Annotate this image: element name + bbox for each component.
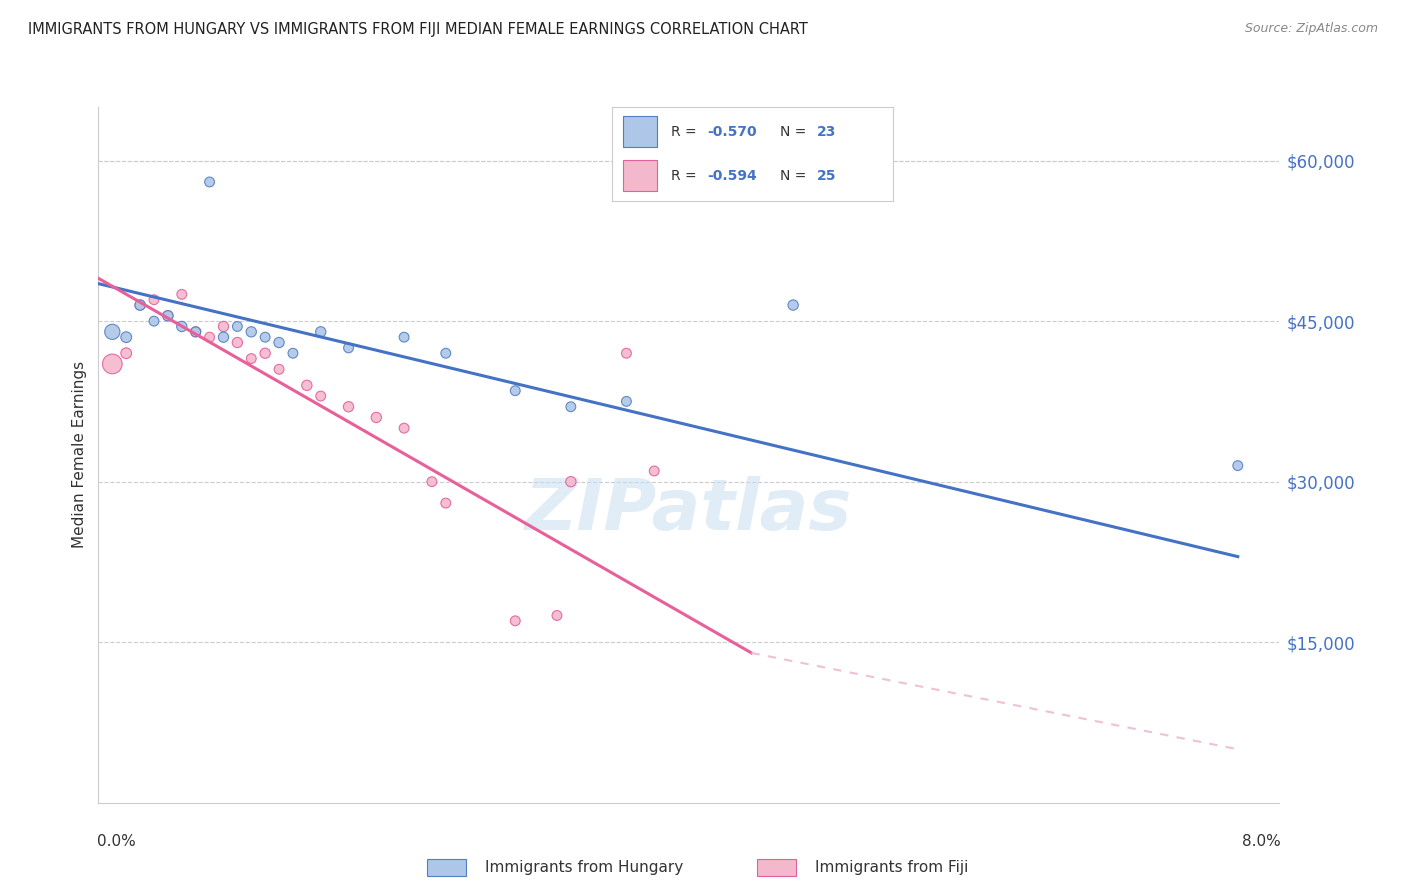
Point	[115, 330, 138, 344]
Point	[503, 384, 526, 398]
Point	[226, 319, 249, 334]
Point	[546, 608, 568, 623]
Point	[337, 341, 360, 355]
Point	[212, 319, 235, 334]
Point	[337, 400, 360, 414]
Point	[101, 357, 124, 371]
Point	[129, 298, 152, 312]
Point	[170, 287, 193, 301]
Text: -0.570: -0.570	[707, 125, 756, 139]
Point	[560, 475, 582, 489]
Text: N =: N =	[780, 169, 811, 183]
Point	[240, 351, 263, 366]
Point	[295, 378, 318, 392]
Text: Immigrants from Hungary: Immigrants from Hungary	[485, 860, 683, 874]
Text: 0.0%: 0.0%	[97, 834, 136, 849]
Text: R =: R =	[671, 169, 700, 183]
Text: 23: 23	[817, 125, 837, 139]
Point	[115, 346, 138, 360]
Point	[143, 293, 166, 307]
Text: 8.0%: 8.0%	[1241, 834, 1281, 849]
Point	[184, 325, 207, 339]
Point	[170, 319, 193, 334]
Point	[267, 335, 290, 350]
Point	[198, 330, 221, 344]
Bar	[623, 161, 657, 191]
Point	[643, 464, 665, 478]
Point	[281, 346, 304, 360]
Point	[616, 394, 638, 409]
Point	[392, 330, 415, 344]
Text: N =: N =	[780, 125, 811, 139]
Bar	[623, 116, 657, 147]
Point	[782, 298, 804, 312]
Text: Source: ZipAtlas.com: Source: ZipAtlas.com	[1244, 22, 1378, 36]
Bar	[758, 858, 797, 876]
Point	[309, 389, 332, 403]
Point	[434, 496, 457, 510]
Point	[267, 362, 290, 376]
Point	[434, 346, 457, 360]
Point	[254, 330, 277, 344]
Bar	[427, 858, 465, 876]
Text: R =: R =	[671, 125, 700, 139]
Text: IMMIGRANTS FROM HUNGARY VS IMMIGRANTS FROM FIJI MEDIAN FEMALE EARNINGS CORRELATI: IMMIGRANTS FROM HUNGARY VS IMMIGRANTS FR…	[28, 22, 808, 37]
Point	[184, 325, 207, 339]
Point	[156, 309, 179, 323]
Point	[392, 421, 415, 435]
Point	[503, 614, 526, 628]
Point	[198, 175, 221, 189]
Point	[366, 410, 388, 425]
Point	[156, 309, 179, 323]
Point	[309, 325, 332, 339]
Point	[143, 314, 166, 328]
Point	[616, 346, 638, 360]
Text: 25: 25	[817, 169, 837, 183]
Point	[1226, 458, 1249, 473]
Point	[420, 475, 443, 489]
Text: -0.594: -0.594	[707, 169, 756, 183]
Point	[212, 330, 235, 344]
Point	[240, 325, 263, 339]
Point	[226, 335, 249, 350]
Point	[101, 325, 124, 339]
Point	[560, 400, 582, 414]
Y-axis label: Median Female Earnings: Median Female Earnings	[72, 361, 87, 549]
Text: Immigrants from Fiji: Immigrants from Fiji	[815, 860, 969, 874]
Text: ZIPatlas: ZIPatlas	[526, 476, 852, 545]
Point	[129, 298, 152, 312]
Point	[254, 346, 277, 360]
